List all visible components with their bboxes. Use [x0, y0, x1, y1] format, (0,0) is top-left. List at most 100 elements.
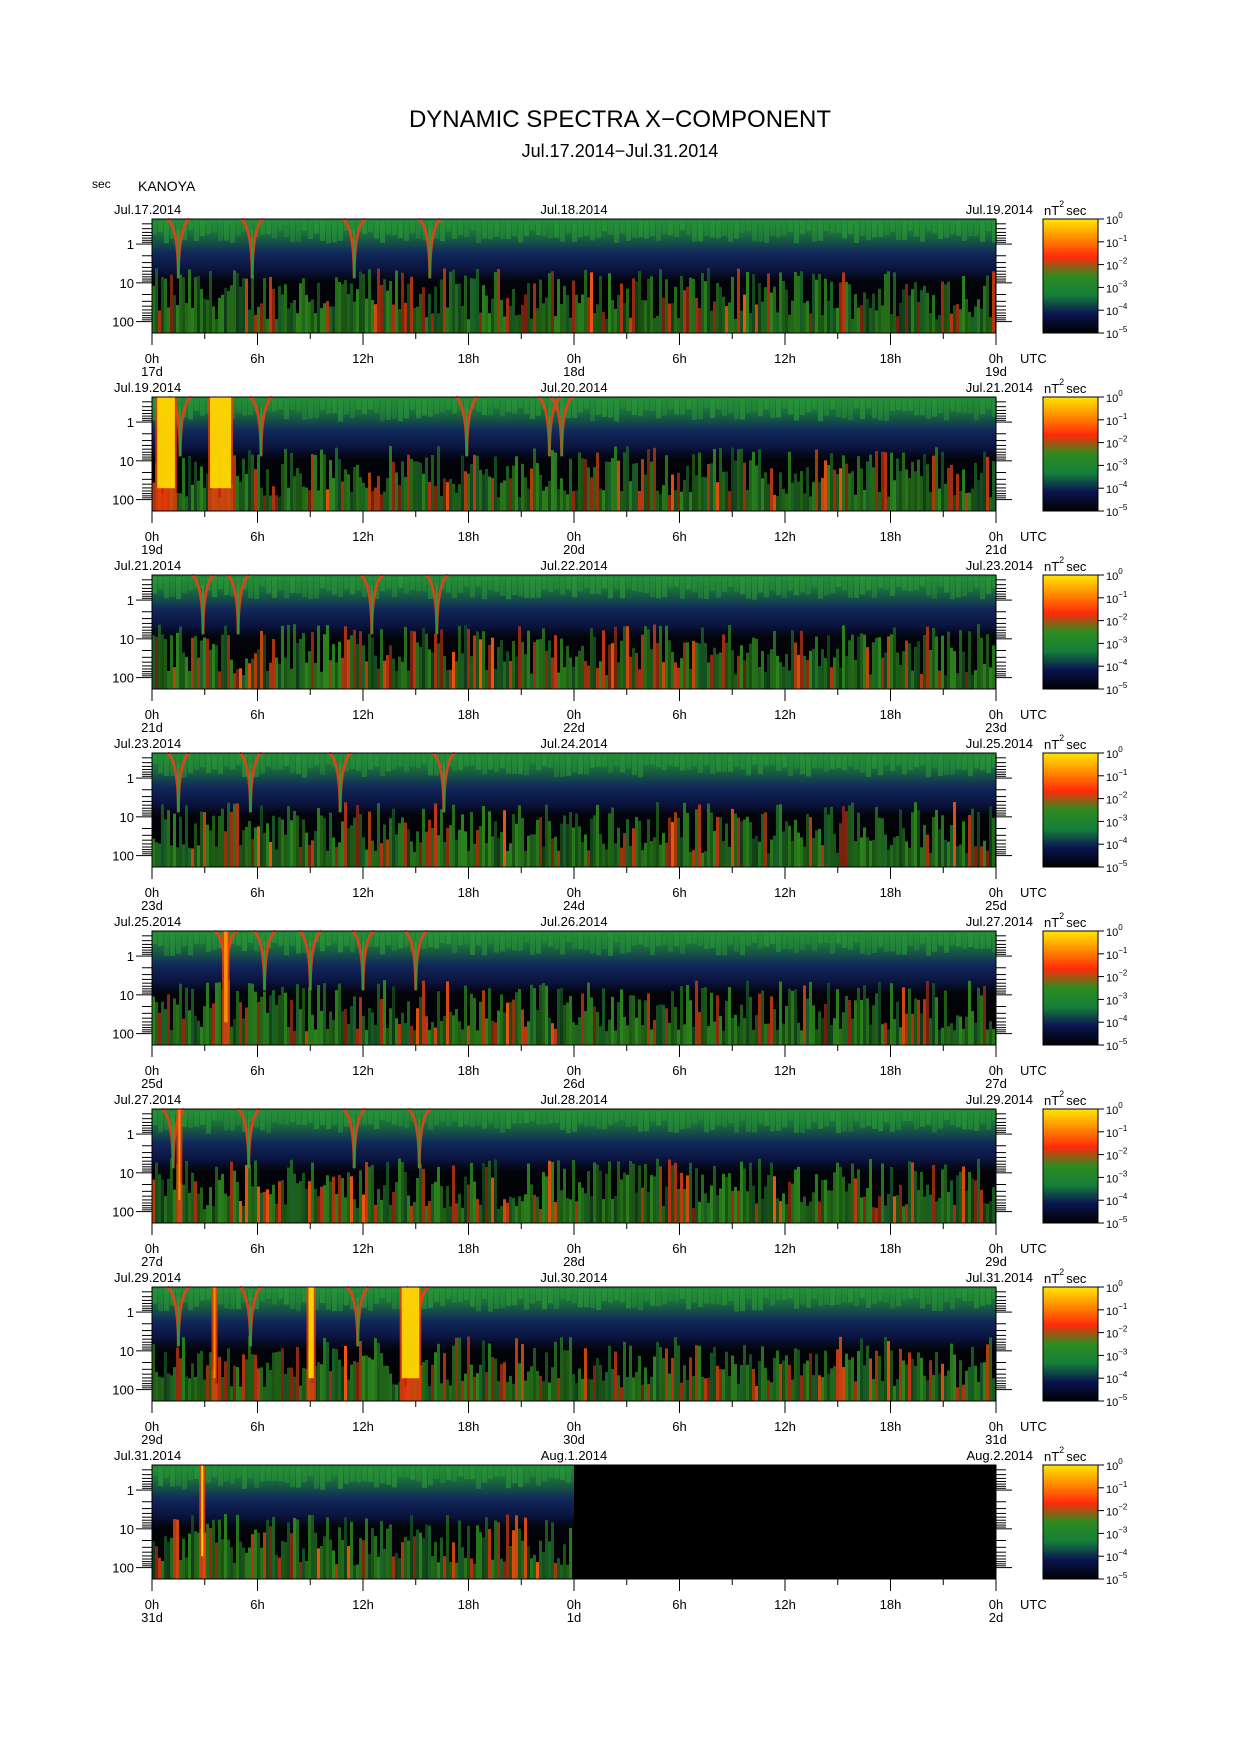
spectral-power-cell [338, 1174, 341, 1223]
spectral-power-cell [434, 286, 437, 333]
spectral-power-cell [524, 933, 529, 943]
spectral-power-cell [890, 1289, 895, 1309]
spectral-power-cell [248, 663, 251, 689]
spectral-power-cell [647, 993, 650, 1045]
spectral-power-cell [920, 933, 925, 944]
spectral-power-cell [911, 670, 914, 689]
spectral-power-cell [245, 278, 248, 333]
spectral-power-cell [938, 577, 943, 587]
spectral-power-cell [620, 1289, 625, 1303]
spectral-power-cell [794, 642, 797, 689]
spectral-power-cell [845, 811, 848, 867]
spectral-power-cell [596, 1289, 601, 1310]
spectral-power-cell [323, 818, 326, 867]
spectral-power-cell [749, 1162, 752, 1223]
spectral-power-cell [692, 454, 695, 511]
spectral-power-cell [575, 1383, 578, 1401]
spectral-power-cell [983, 1202, 986, 1223]
spectral-power-cell [950, 577, 955, 600]
spectral-power-cell [974, 846, 977, 867]
spectral-power-cell [164, 755, 169, 777]
spectral-power-cell [530, 468, 533, 511]
spectral-power-cell [797, 654, 800, 689]
spectral-power-cell [362, 1289, 367, 1308]
colorbar-tick-label: 10−5 [1106, 1571, 1128, 1587]
spectral-power-cell [272, 1184, 275, 1223]
spectral-power-cell [524, 850, 527, 867]
spectral-power-cell [410, 1467, 415, 1480]
spectral-power-cell [323, 454, 326, 511]
spectral-power-cell [152, 482, 155, 511]
spectral-power-cell [971, 1178, 974, 1223]
spectral-power-cell [611, 1198, 614, 1223]
spectral-power-cell [338, 1527, 341, 1579]
spectral-power-cell [953, 1354, 956, 1401]
spectral-power-cell [614, 1195, 617, 1223]
spectral-power-cell [437, 313, 440, 333]
spectral-power-cell [578, 650, 581, 689]
spectral-power-cell [797, 1166, 800, 1223]
spectral-power-cell [818, 273, 821, 333]
spectral-power-cell [536, 1562, 539, 1579]
spectral-power-cell [770, 221, 775, 236]
spectral-power-cell [287, 624, 290, 689]
spectral-power-cell [905, 1204, 908, 1223]
spectral-power-cell [527, 488, 530, 511]
spectral-power-cell [257, 1368, 260, 1401]
spectral-power-cell [260, 1547, 263, 1579]
spectral-power-cell [932, 399, 937, 417]
spectral-power-cell [329, 1181, 332, 1223]
spectral-power-cell [668, 577, 673, 588]
spectral-power-cell [944, 399, 949, 421]
spectral-power-cell [788, 577, 793, 591]
spectral-power-cell [236, 1181, 239, 1223]
spectral-power-cell [158, 310, 161, 333]
spectral-power-cell [251, 1354, 254, 1401]
spectral-power-cell [404, 1467, 409, 1478]
spectral-power-cell [566, 295, 569, 333]
spectral-power-cell [833, 1366, 836, 1401]
spectral-power-cell [743, 1018, 746, 1045]
spectral-power-cell [968, 1111, 973, 1130]
spectral-power-cell [695, 297, 698, 333]
spectral-power-cell [302, 988, 305, 1045]
spectral-power-cell [974, 670, 977, 689]
spectral-power-cell [659, 1347, 662, 1401]
spectral-power-cell [914, 933, 919, 951]
spectral-power-cell [686, 286, 689, 333]
panel-mid-date: Jul.30.2014 [540, 1270, 607, 1285]
spectral-power-cell [806, 577, 811, 595]
spectral-power-cell [962, 821, 965, 867]
spectral-power-cell [677, 1029, 680, 1045]
spectral-power-cell [656, 933, 661, 947]
y-tick-label: 10 [120, 1522, 134, 1537]
spectral-power-cell [377, 668, 380, 689]
spectral-power-cell [839, 282, 842, 333]
spectral-power-cell [386, 1528, 389, 1579]
spectral-power-cell [548, 640, 551, 689]
spectral-power-cell [212, 306, 215, 333]
spectral-power-cell [248, 933, 253, 943]
spectral-power-cell [542, 1289, 547, 1310]
spectral-power-cell [245, 473, 248, 511]
x-tick-label: 12h [352, 1063, 374, 1078]
spectral-power-cell [338, 399, 343, 422]
spectral-power-cell [512, 465, 515, 511]
spectral-power-cell [944, 221, 949, 239]
spectral-power-cell [968, 1171, 971, 1223]
spectral-power-cell [482, 221, 487, 239]
x-tick-label: 18h [458, 529, 480, 544]
spectral-power-cell [392, 986, 395, 1045]
spectral-power-cell [665, 842, 668, 867]
spectral-power-cell [197, 480, 200, 511]
spectral-power-cell [557, 1558, 560, 1579]
spectral-power-cell [173, 667, 176, 689]
spectral-power-cell [722, 577, 727, 592]
spectral-power-cell [455, 839, 458, 867]
spectral-power-cell [338, 577, 343, 598]
spectral-power-cell [425, 831, 428, 867]
spectral-power-cell [722, 221, 727, 236]
spectral-power-cell [794, 577, 799, 596]
colorbar-tick-label: 10−4 [1106, 1014, 1128, 1030]
spectral-power-cell [356, 644, 359, 689]
